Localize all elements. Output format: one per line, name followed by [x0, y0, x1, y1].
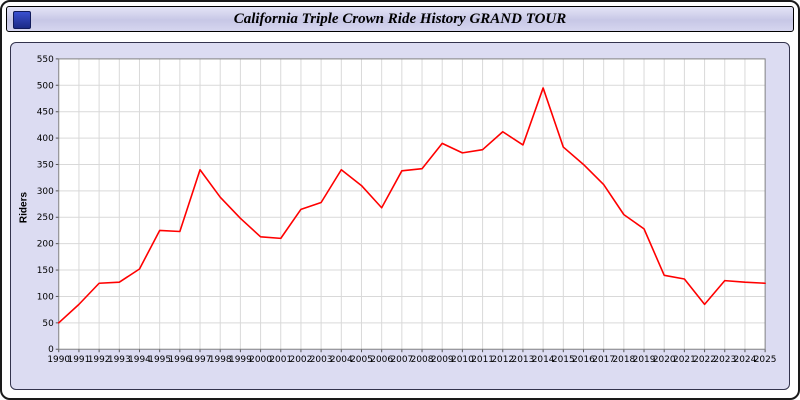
- x-tick-label: 2009: [431, 355, 454, 365]
- plot-area: [58, 58, 766, 350]
- y-tick-label: 200: [37, 240, 54, 250]
- x-tick-label: 2011: [471, 355, 494, 365]
- x-tick-label: 2024: [734, 355, 757, 365]
- y-tick-label: 250: [37, 213, 54, 223]
- x-tick-label: 2021: [673, 355, 696, 365]
- y-tick-label: 100: [37, 292, 54, 302]
- x-tick-label: 2012: [491, 355, 514, 365]
- x-tick-label: 1996: [168, 355, 191, 365]
- x-tick-label: 2003: [310, 355, 333, 365]
- y-tick-label: 300: [37, 187, 54, 197]
- x-tick-label: 1990: [47, 355, 70, 365]
- chart-panel: Riders 0 50 100 150 200 250 300 350 400 450 500 550…: [10, 42, 790, 390]
- x-tick-label: 2022: [693, 355, 716, 365]
- x-tick-label: 1999: [229, 355, 252, 365]
- x-tick-label: 1993: [108, 355, 131, 365]
- x-tick-label: 2017: [592, 355, 615, 365]
- y-tick-label: 550: [37, 55, 54, 65]
- x-tick-label: 2002: [290, 355, 313, 365]
- x-tick-label: 1994: [128, 355, 151, 365]
- y-tick-label: 450: [37, 108, 54, 118]
- x-tick-label: 2010: [451, 355, 474, 365]
- x-tick-label: 2020: [653, 355, 676, 365]
- chart-title: California Triple Crown Ride History GRA…: [233, 10, 567, 27]
- x-tick-label: 2014: [532, 355, 555, 365]
- x-tick-label: 1992: [88, 355, 111, 365]
- x-tick-label: 2004: [330, 355, 353, 365]
- x-tick-label: 2015: [552, 355, 575, 365]
- x-tick-label: 2005: [350, 355, 373, 365]
- x-tick-label: 1997: [189, 355, 212, 365]
- x-tick-label: 2000: [249, 355, 272, 365]
- riders-series-line: [57, 87, 766, 324]
- y-tick-label: 400: [37, 134, 54, 144]
- chart-svg: 0501001502002503003504004505005501990199…: [37, 55, 777, 365]
- y-tick-label: 350: [37, 160, 54, 170]
- x-tick-label: 2018: [612, 355, 635, 365]
- x-tick-label: 2007: [390, 355, 413, 365]
- x-tick-label: 1991: [68, 355, 91, 365]
- x-tick-label: 1998: [209, 355, 232, 365]
- y-tick-label: 50: [42, 319, 54, 329]
- y-tick-label: 500: [37, 81, 54, 91]
- y-tick-label: 150: [37, 266, 54, 276]
- plot-border: [58, 58, 766, 350]
- x-tick-label: 2001: [269, 355, 292, 365]
- x-tick-label: 2023: [713, 355, 736, 365]
- x-tick-label: 2016: [572, 355, 595, 365]
- x-tick-label: 2019: [633, 355, 656, 365]
- window-icon: [13, 11, 31, 29]
- x-tick-label: 1995: [148, 355, 171, 365]
- y-tick-label: 0: [48, 345, 54, 355]
- x-tick-label: 2025: [754, 355, 777, 365]
- x-tick-label: 2008: [411, 355, 434, 365]
- x-tick-label: 2006: [370, 355, 393, 365]
- title-bar: California Triple Crown Ride History GRA…: [6, 6, 794, 32]
- x-tick-label: 2013: [512, 355, 535, 365]
